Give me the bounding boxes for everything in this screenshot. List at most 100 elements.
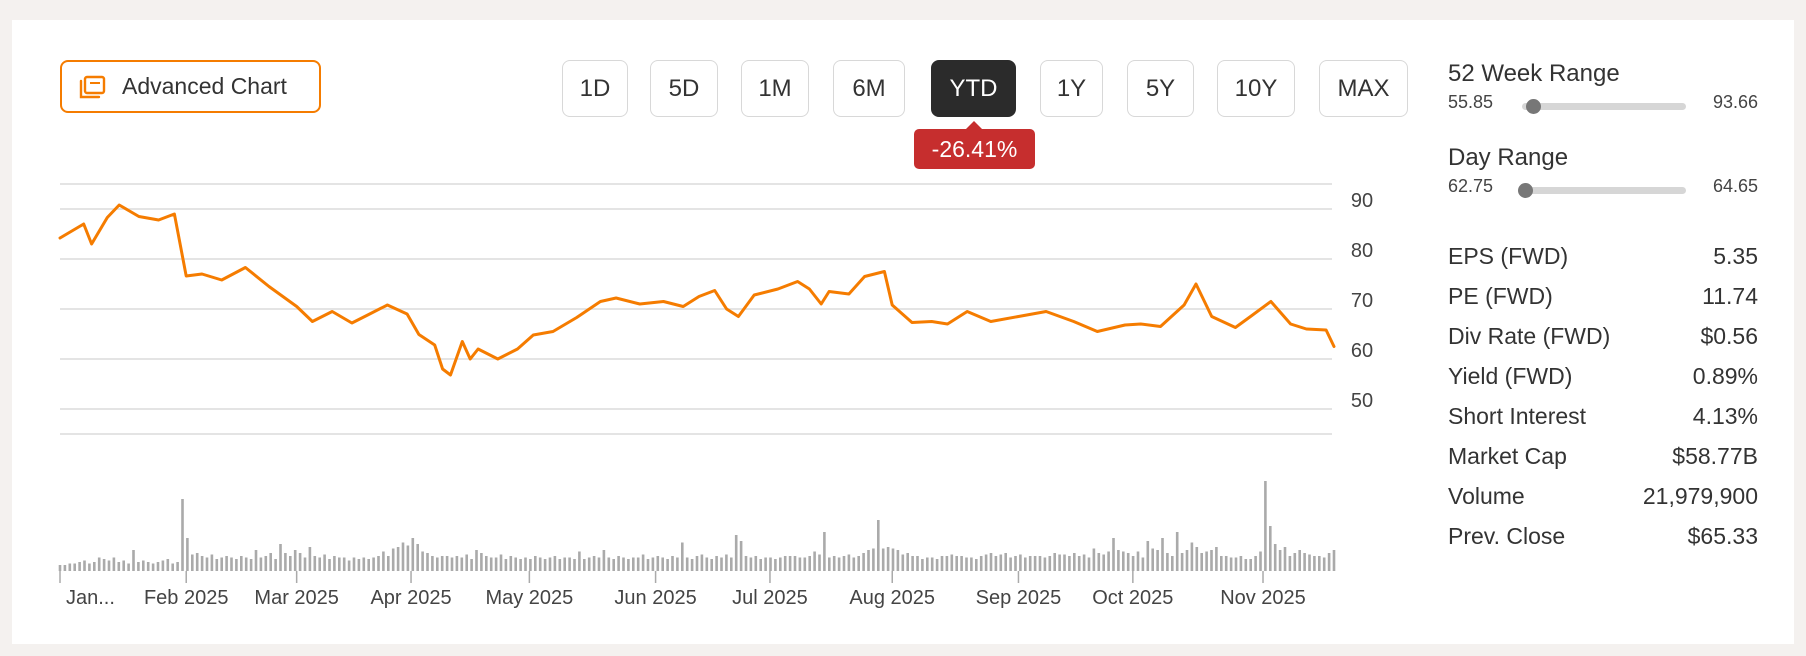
volume-bar xyxy=(529,559,532,571)
range-1y-button[interactable]: 1Y xyxy=(1040,60,1103,117)
chart-window-icon xyxy=(78,74,106,100)
volume-bar xyxy=(293,550,297,571)
volume-bar xyxy=(127,563,130,571)
volume-bar xyxy=(1288,556,1292,571)
advanced-chart-label: Advanced Chart xyxy=(122,73,287,99)
volume-bar xyxy=(416,544,419,571)
volume-bar xyxy=(249,559,253,571)
volume-bar xyxy=(730,557,733,571)
volume-bar xyxy=(886,547,890,571)
volume-bar xyxy=(83,560,86,571)
volume-bar xyxy=(916,556,919,571)
volume-bar xyxy=(107,560,111,571)
volume-bar xyxy=(357,559,361,571)
x-tick-label: Jun 2025 xyxy=(614,587,696,609)
volume-bar xyxy=(852,557,856,571)
volume-bar xyxy=(205,557,209,571)
volume-bar xyxy=(602,550,606,571)
stat-label: PE (FWD) xyxy=(1448,282,1553,309)
volume-bar xyxy=(896,550,900,571)
stat-label: Yield (FWD) xyxy=(1448,362,1573,389)
advanced-chart-button[interactable]: Advanced Chart xyxy=(60,60,321,113)
volume-bar xyxy=(240,556,243,571)
volume-bar xyxy=(1014,556,1017,571)
week52-range: 52 Week Range 55.85 93.66 xyxy=(1448,60,1758,144)
volume-bar xyxy=(426,553,429,571)
volume-bar xyxy=(1171,556,1174,571)
volume-bar xyxy=(122,560,125,571)
volume-bar xyxy=(1273,544,1277,571)
volume-bar xyxy=(1019,554,1022,571)
volume-bar xyxy=(1332,550,1336,571)
volume-bar xyxy=(421,551,424,571)
volume-bar xyxy=(563,557,566,571)
ytd-change-badge: -26.41% xyxy=(914,121,1035,169)
volume-bar xyxy=(970,557,973,571)
y-tick-label: 70 xyxy=(1351,290,1373,312)
volume-bar xyxy=(1077,556,1081,571)
volume-bar xyxy=(832,556,836,571)
stat-value: 5.35 xyxy=(1713,242,1758,269)
volume-bar xyxy=(1215,547,1218,571)
volume-bar xyxy=(862,553,865,571)
stat-value: 21,979,900 xyxy=(1642,482,1758,509)
volume-bar xyxy=(151,563,155,571)
volume-bar xyxy=(1117,550,1120,571)
range-1m-button[interactable]: 1M xyxy=(741,60,809,117)
volume-bar xyxy=(1249,559,1252,571)
volume-bar xyxy=(994,556,998,571)
key-stats-list: EPS (FWD) 5.35 PE (FWD) 11.74 Div Rate (FW… xyxy=(1448,236,1758,556)
volume-bar xyxy=(754,556,758,571)
volume-bar xyxy=(352,557,356,571)
volume-bar xyxy=(872,548,875,571)
volume-bar xyxy=(102,559,106,571)
range-10y-button[interactable]: 10Y xyxy=(1217,60,1295,117)
volume-bar xyxy=(1264,481,1267,571)
day-range-title: Day Range xyxy=(1448,144,1569,171)
volume-bar xyxy=(362,557,366,571)
volume-bar xyxy=(88,563,91,571)
stat-label: Market Cap xyxy=(1448,442,1567,469)
range-ytd-button[interactable]: YTD xyxy=(931,60,1016,117)
volume-bar xyxy=(739,541,743,571)
range-5y-button[interactable]: 5Y xyxy=(1127,60,1194,117)
volume-bar xyxy=(499,554,503,571)
range-1d-button[interactable]: 1D xyxy=(562,60,628,117)
range-max-button[interactable]: MAX xyxy=(1319,60,1408,117)
volume-bar xyxy=(906,553,909,571)
range-6m-button[interactable]: 6M xyxy=(833,60,905,117)
day-range: Day Range 62.75 64.65 xyxy=(1448,144,1758,228)
stat-value: $0.56 xyxy=(1700,322,1758,349)
volume-bar xyxy=(1102,554,1105,571)
quote-chart-card: Advanced Chart 1D 5D 1M 6M YTD 1Y 5Y 10Y… xyxy=(12,20,1794,644)
volume-bar xyxy=(764,557,767,571)
volume-bar xyxy=(901,554,905,571)
volume-bar xyxy=(808,556,811,571)
volume-bar xyxy=(450,557,454,571)
volume-bar xyxy=(176,562,179,571)
volume-bar xyxy=(1313,556,1316,571)
volume-bar xyxy=(509,556,513,571)
stat-div-rate: Div Rate (FWD) $0.56 xyxy=(1448,316,1758,356)
volume-bar xyxy=(779,557,782,571)
volume-bar xyxy=(538,557,542,571)
y-tick-label: 90 xyxy=(1351,190,1373,212)
volume-bar xyxy=(1269,526,1272,571)
price-chart[interactable]: 90 80 70 60 50 Jan... Feb 2025 Mar 2025 Apr 202… xyxy=(12,20,1432,644)
volume-bar xyxy=(269,553,272,571)
x-tick-label: May 2025 xyxy=(485,587,573,609)
volume-bar xyxy=(955,556,958,571)
y-tick-label: 60 xyxy=(1351,340,1373,362)
volume-bar xyxy=(646,559,650,571)
volume-bar xyxy=(191,554,194,571)
volume-bar xyxy=(1327,553,1331,571)
volume-bar xyxy=(171,563,174,571)
volume-bar xyxy=(455,556,459,571)
volume-bar xyxy=(186,538,189,571)
x-tick-label: Jul 2025 xyxy=(732,587,808,609)
volume-bar xyxy=(1151,548,1154,571)
range-5d-button[interactable]: 5D xyxy=(650,60,718,117)
volume-bar xyxy=(181,499,184,571)
volume-bar xyxy=(318,557,321,571)
volume-bar xyxy=(636,557,640,571)
